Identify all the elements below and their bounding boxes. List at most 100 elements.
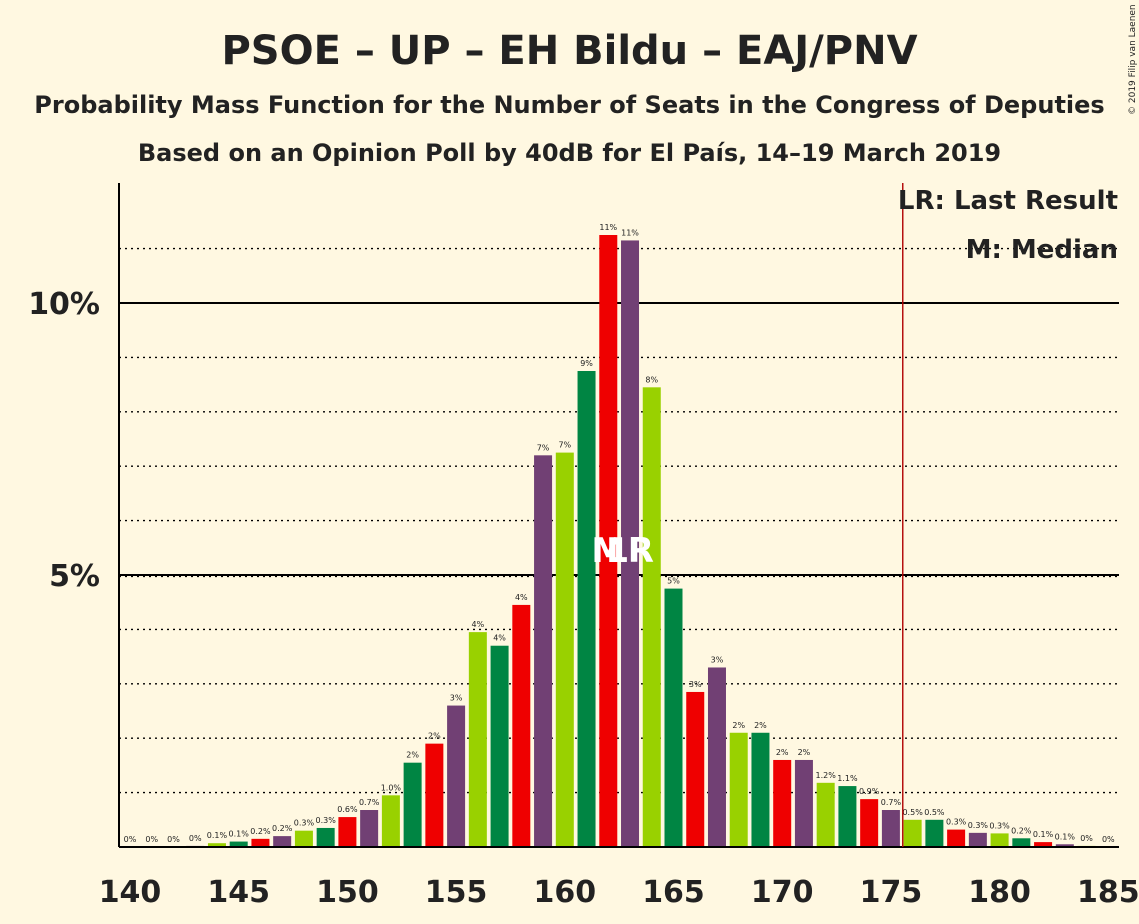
bar-label-176: 0.5%	[902, 808, 923, 817]
bar-180	[990, 833, 1009, 847]
x-tick-label-170: 170	[751, 875, 814, 910]
bar-label-154: 2%	[428, 732, 441, 741]
bar-147	[273, 836, 292, 847]
bar-label-163: 11%	[621, 228, 639, 237]
bar-label-151: 0.7%	[359, 798, 380, 807]
bar-label-160: 7%	[558, 441, 571, 450]
bar-149	[316, 827, 335, 847]
bar-144	[207, 843, 226, 847]
bar-164	[642, 387, 661, 847]
bar-156	[468, 632, 487, 847]
bar-label-170: 2%	[776, 748, 789, 757]
bar-174	[860, 799, 879, 847]
bar-label-167: 3%	[711, 655, 724, 664]
x-tick-label-140: 140	[99, 875, 162, 910]
bar-label-181: 0.2%	[1011, 826, 1032, 835]
bar-151	[360, 810, 379, 847]
median-marker: M	[591, 531, 625, 571]
bar-label-143: 0%	[189, 834, 202, 843]
bar-label-147: 0.2%	[272, 824, 293, 833]
bar-173	[838, 786, 857, 847]
bar-182	[1034, 842, 1053, 847]
bar-167	[707, 667, 726, 847]
legend-median: M: Median	[966, 235, 1118, 265]
bar-label-157: 4%	[493, 634, 506, 643]
bar-label-168: 2%	[732, 721, 745, 730]
bar-label-150: 0.6%	[337, 805, 358, 814]
y-tick-label-5: 5%	[49, 559, 100, 594]
bar-label-156: 4%	[471, 620, 484, 629]
bar-150	[338, 817, 357, 847]
bar-label-172: 1.2%	[816, 771, 837, 780]
bar-161	[577, 371, 596, 847]
bar-label-153: 2%	[406, 751, 419, 760]
grid-lines	[119, 247, 1119, 794]
bars	[186, 235, 1096, 847]
bar-label-159: 7%	[537, 443, 550, 452]
bar-label-177: 0.5%	[924, 808, 945, 817]
bar-label-140: 0%	[124, 835, 137, 844]
bar-label-152: 1.0%	[381, 783, 402, 792]
markers: MLR	[591, 183, 904, 847]
bar-165	[664, 588, 683, 847]
bar-label-166: 3%	[689, 680, 702, 689]
bar-154	[425, 743, 444, 847]
bar-181	[1012, 838, 1031, 847]
x-tick-label-180: 180	[968, 875, 1031, 910]
bar-label-161: 9%	[580, 359, 593, 368]
bar-label-149: 0.3%	[315, 816, 336, 825]
chart-subtitle: Probability Mass Function for the Number…	[34, 91, 1104, 119]
bar-label-148: 0.3%	[294, 819, 315, 828]
bar-label-169: 2%	[754, 721, 767, 730]
chart-title: PSOE – UP – EH Bildu – EAJ/PNV	[221, 28, 917, 74]
bar-163	[621, 240, 640, 847]
bar-label-165: 5%	[667, 577, 680, 586]
bar-153	[403, 762, 422, 847]
bar-label-175: 0.7%	[881, 798, 902, 807]
bar-171	[794, 759, 813, 847]
bar-label-164: 8%	[645, 375, 658, 384]
bar-146	[251, 838, 270, 847]
bar-172	[816, 782, 835, 847]
bar-label-155: 3%	[450, 694, 463, 703]
x-tick-label-155: 155	[425, 875, 488, 910]
bar-169	[751, 732, 770, 847]
bar-label-162: 11%	[599, 223, 617, 232]
bar-label-178: 0.3%	[946, 818, 967, 827]
bar-label-184: 0%	[1080, 834, 1093, 843]
bar-179	[968, 832, 987, 847]
bar-label-144: 0.1%	[207, 831, 228, 840]
bar-label-182: 0.1%	[1033, 830, 1054, 839]
bar-177	[925, 819, 944, 847]
bar-176	[903, 819, 922, 847]
bar-155	[447, 705, 466, 847]
bar-label-173: 1.1%	[837, 774, 858, 783]
bar-label-171: 2%	[798, 748, 811, 757]
bar-170	[773, 759, 792, 847]
bar-157	[490, 645, 509, 847]
x-tick-label-185: 185	[1077, 875, 1139, 910]
bar-label-185: 0%	[1102, 835, 1115, 844]
x-tick-label-145: 145	[207, 875, 270, 910]
x-tick-label-160: 160	[533, 875, 596, 910]
legend: LR: Last Result M: Median	[898, 186, 1118, 265]
x-tick-label-150: 150	[316, 875, 379, 910]
bar-label-141: 0%	[145, 835, 158, 844]
bar-166	[686, 691, 705, 847]
bar-labels: 0% 0% 0% 0% 0.1% 0.1% 0.2% 0.2%0.3% 0.3%0.6%0.7%…	[124, 223, 1115, 844]
bar-160	[555, 452, 574, 847]
x-tick-label-175: 175	[860, 875, 923, 910]
bar-label-179: 0.3%	[968, 821, 989, 830]
bar-152	[381, 795, 400, 847]
bar-label-145: 0.1%	[229, 830, 250, 839]
bar-183	[1055, 844, 1074, 847]
last-result-marker: LR	[606, 531, 654, 571]
bar-label-142: 0%	[167, 835, 180, 844]
bar-label-158: 4%	[515, 593, 528, 602]
x-tick-label-165: 165	[642, 875, 705, 910]
chart-subtitle-2: Based on an Opinion Poll by 40dB for El …	[138, 139, 1001, 167]
bar-168	[729, 732, 748, 847]
y-tick-label-10: 10%	[28, 287, 100, 322]
bar-175	[881, 810, 900, 847]
